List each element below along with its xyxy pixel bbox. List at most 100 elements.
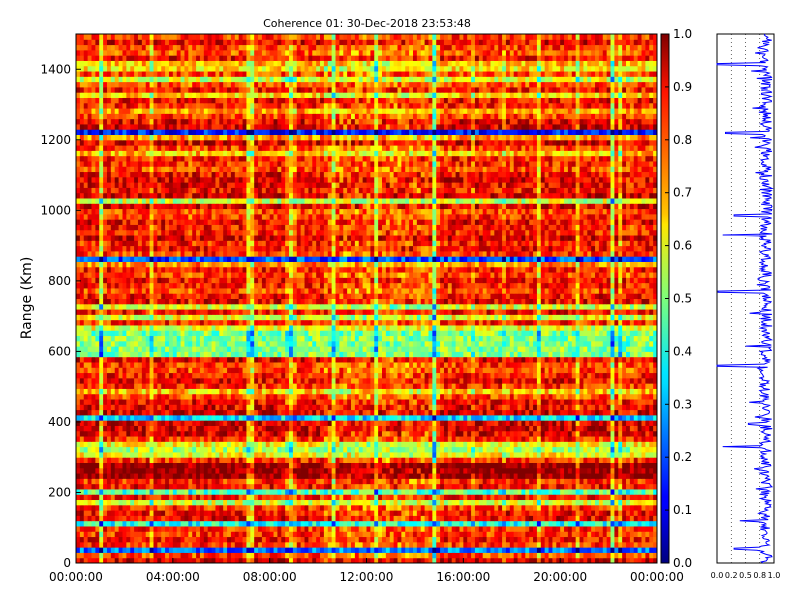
heatmap-cell — [645, 404, 650, 411]
heatmap-cell — [141, 430, 147, 437]
heatmap-cell — [598, 483, 604, 490]
heatmap-cell — [362, 446, 367, 453]
heatmap-cell — [118, 467, 123, 474]
heatmap-cell — [544, 541, 550, 548]
heatmap-cell — [91, 525, 96, 532]
heatmap-cell — [490, 552, 495, 559]
heatmap-cell — [203, 504, 209, 511]
heatmap-cell — [366, 488, 371, 495]
heatmap-cell — [141, 504, 147, 511]
heatmap-cell — [610, 494, 615, 501]
heatmap-cell — [323, 436, 329, 442]
heatmap-cell — [637, 467, 642, 474]
heatmap-cell — [478, 525, 484, 532]
heatmap-cell — [312, 430, 317, 437]
heatmap-cell — [571, 541, 577, 548]
heatmap-cell — [238, 483, 244, 490]
heatmap-cell — [548, 399, 553, 405]
heatmap-cell — [296, 414, 302, 421]
heatmap-cell — [215, 536, 220, 543]
heatmap-cell — [447, 499, 453, 506]
heatmap-cell — [529, 552, 534, 559]
heatmap-cell — [587, 547, 592, 553]
heatmap-cell — [517, 531, 522, 538]
heatmap-cell — [381, 557, 387, 564]
heatmap-cell — [494, 441, 499, 448]
heatmap-cell — [141, 510, 147, 516]
heatmap-cell — [583, 557, 588, 564]
heatmap-cell — [203, 451, 209, 458]
heatmap-cell — [157, 457, 162, 463]
heatmap-cell — [374, 547, 379, 553]
heatmap-cell — [254, 420, 259, 426]
heatmap-cell — [443, 462, 449, 469]
heatmap-cell — [513, 399, 519, 405]
heatmap-cell — [471, 510, 476, 516]
heatmap-cell — [602, 536, 608, 543]
heatmap-cell — [215, 404, 220, 411]
heatmap-cell — [172, 504, 178, 511]
heatmap-cell — [347, 525, 352, 532]
heatmap-cell — [436, 436, 441, 442]
heatmap-cell — [281, 531, 286, 538]
heatmap-cell — [397, 388, 402, 395]
heatmap-cell — [196, 404, 201, 411]
heatmap-cell — [265, 541, 271, 548]
heatmap-cell — [560, 473, 565, 479]
heatmap-cell — [246, 547, 251, 553]
heatmap-cell — [533, 531, 538, 538]
heatmap-cell — [432, 525, 437, 532]
heatmap-cell — [575, 399, 581, 405]
heatmap-cell — [583, 547, 588, 553]
heatmap-cell — [137, 446, 143, 453]
heatmap-cell — [432, 478, 437, 485]
heatmap-cell — [436, 510, 441, 516]
heatmap-cell — [629, 494, 635, 501]
heatmap-cell — [467, 393, 472, 400]
heatmap-cell — [432, 504, 437, 511]
heatmap-cell — [95, 478, 100, 485]
heatmap-cell — [618, 420, 623, 426]
heatmap-cell — [393, 488, 398, 495]
heatmap-cell — [362, 488, 367, 495]
heatmap-cell — [196, 436, 201, 442]
heatmap-cell — [351, 557, 356, 564]
heatmap-cell — [595, 515, 600, 522]
heatmap-cell — [509, 425, 515, 432]
heatmap-cell — [126, 383, 131, 389]
heatmap-cell — [381, 483, 387, 490]
heatmap-cell — [103, 404, 108, 411]
heatmap-cell — [316, 510, 321, 516]
heatmap-cell — [184, 446, 189, 453]
heatmap-cell — [238, 499, 244, 506]
heatmap-cell — [579, 409, 584, 416]
heatmap-cell — [397, 488, 402, 495]
heatmap-cell — [564, 520, 569, 527]
heatmap-cell — [227, 399, 232, 405]
heatmap-cell — [261, 494, 267, 501]
heatmap-cell — [645, 515, 650, 522]
heatmap-cell — [606, 520, 612, 527]
heatmap-cell — [130, 425, 135, 432]
heatmap-cell — [498, 436, 503, 442]
heatmap-cell — [412, 420, 418, 426]
heatmap-cell — [87, 414, 92, 421]
heatmap-cell — [432, 420, 437, 426]
heatmap-cell — [486, 425, 491, 432]
heatmap-cell — [145, 388, 151, 395]
heatmap-cell — [211, 499, 216, 506]
heatmap-cell — [126, 467, 131, 474]
heatmap-cell — [316, 515, 321, 522]
heatmap-cell — [424, 393, 429, 400]
heatmap-cell — [83, 383, 89, 389]
heatmap-cell — [168, 531, 174, 538]
heatmap-cell — [618, 536, 623, 543]
heatmap-cell — [110, 451, 116, 458]
heatmap-cell — [478, 404, 484, 411]
heatmap-cell — [207, 420, 213, 426]
heatmap-cell — [76, 462, 81, 469]
heatmap-cell — [494, 494, 499, 501]
heatmap-cell — [130, 467, 135, 474]
heatmap-cell — [354, 536, 360, 543]
heatmap-cell — [366, 483, 371, 490]
